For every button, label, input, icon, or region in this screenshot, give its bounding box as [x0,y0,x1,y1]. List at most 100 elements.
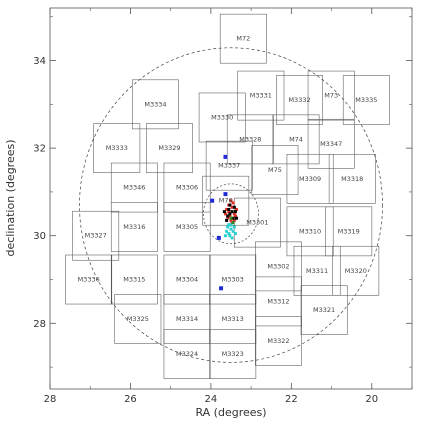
data-point [225,229,229,233]
field-label: M3333 [106,144,128,152]
x-tick-label: 26 [124,394,137,405]
field-box [65,254,113,305]
field-label: M3314 [176,315,198,323]
data-point [222,210,226,214]
x-tick-label: 24 [205,394,218,405]
data-point [233,214,237,218]
x-axis-ticks: 28 26 24 22 20 [44,8,413,405]
data-point [231,201,235,205]
field-label: M3334 [144,100,166,108]
data-point [230,205,234,209]
data-point [230,236,234,240]
data-point [223,212,227,216]
data-point [227,207,231,211]
field-box [110,254,158,305]
field-box [342,75,390,125]
field-label: M3301 [246,219,268,227]
field-box [72,210,120,261]
field-label: M3305 [176,223,198,231]
field-box [286,206,334,257]
x-tick-label: 22 [285,394,298,405]
data-point [228,212,232,216]
field-box [255,241,302,292]
field-box [209,254,257,305]
field-label: M3335 [355,96,377,104]
field-box [132,79,179,130]
data-point [230,210,234,214]
field-label: M3302 [267,262,289,270]
x-axis-title: RA (degrees) [195,406,266,419]
field-label: M3328 [239,135,261,143]
data-points [210,154,239,291]
field-label: M75 [268,166,282,174]
coverage-circles [79,47,383,363]
field-box [163,329,211,379]
data-point [232,225,236,229]
field-box [237,70,285,121]
field-label: M73 [324,92,338,100]
data-point [219,286,224,291]
data-point [229,218,233,222]
field-box [209,294,257,344]
data-point [225,218,229,222]
data-point [226,225,230,229]
field-label: M76 [219,197,233,205]
y-tick-label: 28 [33,319,46,330]
field-box [226,114,274,165]
data-point [227,210,231,214]
data-point [232,218,236,222]
field-box [307,118,355,169]
field-box [114,294,162,344]
field-label: M3337 [218,162,240,170]
x-tick-label: 20 [365,394,378,405]
field-label: M3319 [338,227,360,235]
field-label: M3306 [176,184,198,192]
data-point [227,223,231,227]
field-label: M3313 [222,315,244,323]
field-box [110,202,158,252]
data-point [233,210,237,214]
field-boxes [65,13,390,379]
field-label: M3330 [211,113,233,121]
field-label: M3336 [78,276,100,284]
outer-circle [79,47,383,363]
plot-area: M72 M3331 M3332 M73 M3335 M3334 M3330 M3328 M74 M… [65,13,390,379]
data-point [227,232,231,236]
data-point [229,223,233,227]
field-label: M3304 [176,276,198,284]
field-box [300,285,348,335]
field-label: M3332 [288,96,310,104]
data-point [228,234,232,238]
field-label: M3327 [85,232,107,240]
data-point [226,214,230,218]
field-box [163,202,211,252]
field-box [163,254,211,305]
data-point [231,229,235,233]
field-label: M3309 [299,175,321,183]
data-point [225,207,229,211]
data-point [231,216,235,220]
field-label: M3347 [320,140,342,148]
field-box [163,294,211,344]
field-box [146,123,193,173]
x-tick-label: 28 [44,394,57,405]
data-point [229,227,233,231]
field-box [205,140,253,191]
field-label: M72 [236,35,250,43]
data-point [226,216,230,220]
field-label: M3323 [222,350,244,358]
field-box [110,162,158,213]
field-label: M3325 [127,315,149,323]
y-tick-label: 30 [33,231,46,242]
data-point [223,192,228,197]
y-tick-label: 32 [33,144,46,155]
field-box [251,145,299,195]
field-label: M3346 [123,184,145,192]
data-point [229,199,233,203]
field-box [198,92,246,143]
data-point [231,221,235,225]
data-point [210,198,215,203]
data-point [232,205,236,209]
field-label: M3310 [299,227,321,235]
